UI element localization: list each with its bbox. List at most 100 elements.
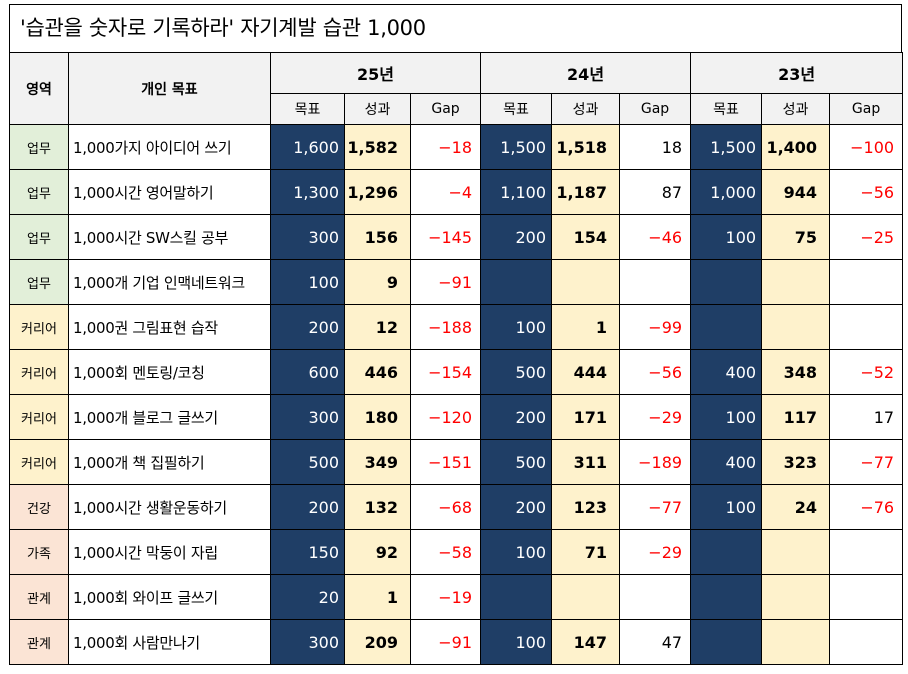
area-cell: 관계 <box>9 619 69 665</box>
gap-cell: −145 <box>409 214 482 260</box>
area-cell: 관계 <box>9 574 69 620</box>
target-cell <box>690 304 763 350</box>
result-cell: 209 <box>344 619 411 665</box>
result-cell: 1,296 <box>344 169 411 215</box>
gap-cell: −68 <box>409 484 482 530</box>
header-year-23: 23년 <box>690 52 904 94</box>
result-cell: 117 <box>761 394 831 440</box>
goal-cell: 1,000시간 생활운동하기 <box>68 484 271 530</box>
header-gap: Gap <box>409 93 482 125</box>
area-cell: 커리어 <box>9 304 69 350</box>
target-cell <box>690 259 763 305</box>
gap-cell <box>619 574 692 620</box>
header-area: 영역 <box>9 52 69 125</box>
target-cell <box>480 574 553 620</box>
gap-cell: 87 <box>619 169 692 215</box>
result-cell: 12 <box>344 304 411 350</box>
target-cell: 300 <box>270 619 345 665</box>
gap-cell: 18 <box>619 124 692 170</box>
result-cell: 24 <box>761 484 831 530</box>
target-cell: 200 <box>270 304 345 350</box>
target-cell: 300 <box>270 214 345 260</box>
target-cell: 400 <box>690 349 763 395</box>
target-cell: 200 <box>270 484 345 530</box>
gap-cell: −29 <box>619 529 692 575</box>
gap-cell <box>829 259 904 305</box>
target-cell: 1,100 <box>480 169 553 215</box>
goal-cell: 1,000가지 아이디어 쓰기 <box>68 124 271 170</box>
result-cell: 180 <box>344 394 411 440</box>
header-gap: Gap <box>829 93 904 125</box>
gap-cell: −99 <box>619 304 692 350</box>
gap-cell: −120 <box>409 394 482 440</box>
target-cell: 20 <box>270 574 345 620</box>
result-cell: 147 <box>551 619 621 665</box>
table-row: 업무 1,000시간 SW스킬 공부 300 156 −145 200 154 −46 100 7… <box>9 214 904 260</box>
area-cell: 가족 <box>9 529 69 575</box>
target-cell: 500 <box>480 439 553 485</box>
result-cell: 944 <box>761 169 831 215</box>
gap-cell: −19 <box>409 574 482 620</box>
habit-sheet: '습관을 숫자로 기록하라' 자기계발 습관 1,000 영역 개인 목표 25… <box>9 4 904 665</box>
result-cell: 1,518 <box>551 124 621 170</box>
target-cell: 100 <box>480 529 553 575</box>
target-cell: 600 <box>270 349 345 395</box>
target-cell: 400 <box>690 439 763 485</box>
result-cell: 323 <box>761 439 831 485</box>
header-result: 성과 <box>551 93 621 125</box>
result-cell: 75 <box>761 214 831 260</box>
table-row: 업무 1,000가지 아이디어 쓰기 1,600 1,582 −18 1,500 1,518… <box>9 124 904 170</box>
gap-cell: −56 <box>619 349 692 395</box>
result-cell <box>551 259 621 305</box>
target-cell <box>690 529 763 575</box>
result-cell: 348 <box>761 349 831 395</box>
gap-cell: −25 <box>829 214 904 260</box>
table-row: 업무 1,000시간 영어말하기 1,300 1,296 −4 1,100 1,187 87 1… <box>9 169 904 215</box>
gap-cell <box>619 259 692 305</box>
gap-cell: −100 <box>829 124 904 170</box>
table-row: 관계 1,000회 사람만나기 300 209 −91 100 147 47 <box>9 619 904 665</box>
target-cell: 1,300 <box>270 169 345 215</box>
table-row: 가족 1,000시간 막둥이 자립 150 92 −58 100 71 −29 <box>9 529 904 575</box>
gap-cell: −189 <box>619 439 692 485</box>
area-cell: 건강 <box>9 484 69 530</box>
result-cell <box>551 574 621 620</box>
gap-cell: −18 <box>409 124 482 170</box>
gap-cell: −154 <box>409 349 482 395</box>
target-cell: 1,000 <box>690 169 763 215</box>
goal-cell: 1,000개 책 집필하기 <box>68 439 271 485</box>
gap-cell: −151 <box>409 439 482 485</box>
header-target: 목표 <box>480 93 553 125</box>
result-cell <box>761 574 831 620</box>
sheet-title: '습관을 숫자로 기록하라' 자기계발 습관 1,000 <box>9 4 902 52</box>
target-cell: 300 <box>270 394 345 440</box>
target-cell: 100 <box>480 619 553 665</box>
habit-table: 영역 개인 목표 25년 24년 23년 목표 성과 Gap 목표 성과 Gap… <box>9 52 904 665</box>
result-cell: 123 <box>551 484 621 530</box>
target-cell: 100 <box>690 484 763 530</box>
gap-cell: −77 <box>829 439 904 485</box>
target-cell: 100 <box>270 259 345 305</box>
result-cell <box>761 529 831 575</box>
result-cell <box>761 304 831 350</box>
area-cell: 업무 <box>9 124 69 170</box>
result-cell: 1 <box>551 304 621 350</box>
result-cell: 156 <box>344 214 411 260</box>
goal-cell: 1,000권 그림표현 습작 <box>68 304 271 350</box>
target-cell: 150 <box>270 529 345 575</box>
table-body: 업무 1,000가지 아이디어 쓰기 1,600 1,582 −18 1,500 1,518… <box>9 124 904 665</box>
result-cell <box>761 259 831 305</box>
goal-cell: 1,000시간 막둥이 자립 <box>68 529 271 575</box>
gap-cell: −52 <box>829 349 904 395</box>
gap-cell: −29 <box>619 394 692 440</box>
result-cell: 1 <box>344 574 411 620</box>
gap-cell: −46 <box>619 214 692 260</box>
target-cell: 200 <box>480 214 553 260</box>
result-cell: 132 <box>344 484 411 530</box>
target-cell: 200 <box>480 394 553 440</box>
area-cell: 커리어 <box>9 439 69 485</box>
gap-cell: 47 <box>619 619 692 665</box>
gap-cell <box>829 619 904 665</box>
target-cell <box>690 619 763 665</box>
gap-cell: −58 <box>409 529 482 575</box>
